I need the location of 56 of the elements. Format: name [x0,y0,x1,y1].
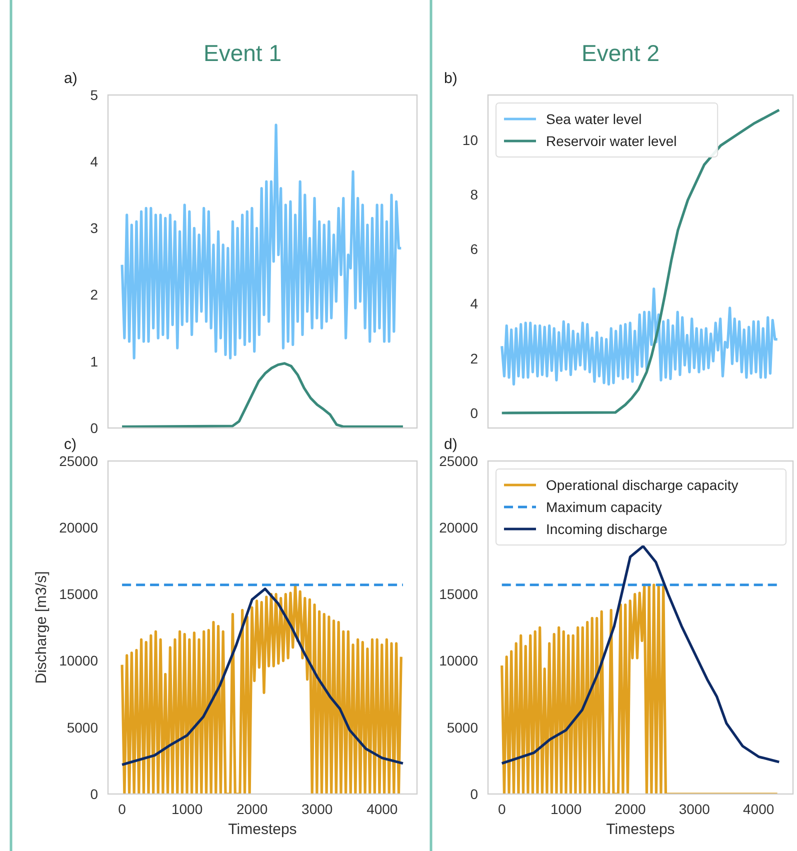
x-tick-label: 3000 [302,801,333,817]
chart-title: Event 1 [204,40,282,66]
x-tick-label: 4000 [743,801,774,817]
y-tick-label: 10000 [439,652,478,669]
line-series [500,287,779,386]
y-tick-label: 8 [470,186,478,203]
y-tick-label: 4 [470,296,478,312]
text: b) [444,70,458,87]
x-tick-label: 2000 [614,801,646,817]
line-series [120,362,404,428]
y-tick-label: 5000 [446,719,478,736]
y-axis-title: Discharge [m3/s] [33,571,50,684]
y-tick-label: 15000 [59,586,98,602]
x-tick-label: 0 [118,801,126,817]
legend-label: Sea water level [546,111,642,127]
text: c) [64,436,76,453]
line-series [500,108,780,414]
y-tick-label: 0 [470,786,478,802]
chart-title: Event 2 [582,40,660,66]
legend-label: Maximum capacity [546,499,662,515]
y-tick-label: 6 [470,241,478,258]
x-tick-label: 0 [498,801,506,817]
x-tick-label: 1000 [550,801,582,817]
y-tick-label: 10000 [59,652,98,669]
y-tick-label: 25000 [59,452,98,469]
x-tick-label: 2000 [236,801,268,817]
y-tick-label: 0 [90,786,98,802]
line-series [120,584,402,794]
y-tick-label: 20000 [59,520,98,536]
line-series [120,588,404,766]
y-tick-label: 5 [90,86,98,103]
y-tick-label: 25000 [439,452,478,469]
x-axis-title: Timesteps [606,821,675,838]
y-tick-label: 20000 [439,520,478,536]
x-tick-label: 3000 [678,801,710,817]
y-tick-label: 10 [462,132,478,148]
line-series [120,124,402,360]
text: d) [444,436,458,453]
y-tick-label: 15000 [439,586,478,602]
y-tick-label: 1 [90,353,98,370]
y-tick-label: 4 [90,154,98,170]
y-tick-label: 0 [90,420,98,436]
line-series [500,544,780,765]
x-tick-label: 4000 [366,801,398,817]
x-tick-label: 1000 [171,801,203,817]
y-tick-label: 2 [90,286,98,303]
x-axis-title: Timesteps [228,821,297,838]
y-tick-label: 2 [470,350,478,366]
text: a) [64,70,78,87]
y-tick-label: 5000 [66,719,98,736]
y-tick-label: 0 [470,404,478,421]
y-tick-label: 3 [90,220,98,236]
line-series [500,584,779,794]
legend-label: Operational discharge capacity [546,477,738,493]
legend-label: Incoming discharge [546,521,668,537]
legend-label: Reservoir water level [546,133,677,149]
